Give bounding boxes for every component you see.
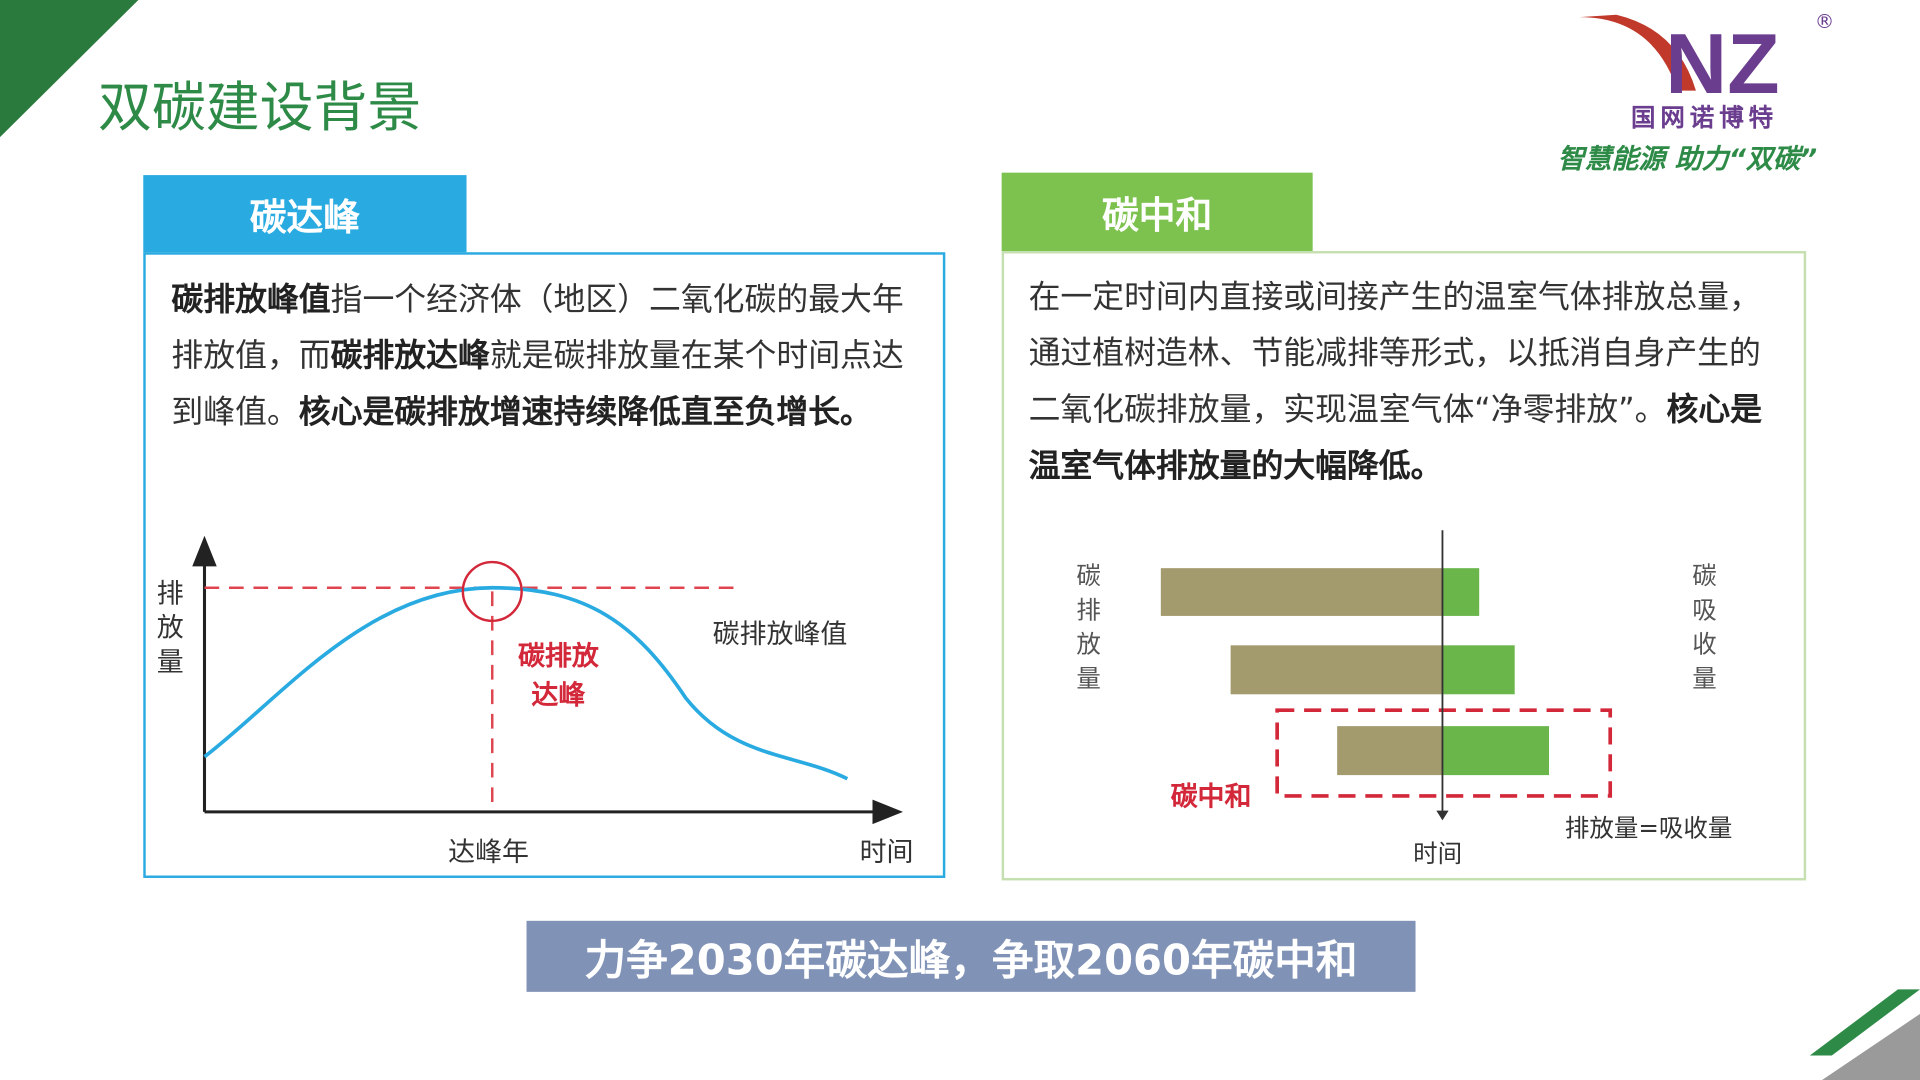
goal-banner: 力争2030年碳达峰，争取2060年碳中和 — [526, 920, 1416, 992]
peak-point-label: 碳排放 达峰 — [517, 641, 599, 712]
neutral-header: 碳中和 — [1001, 172, 1313, 252]
logo-company: 国网诺博特 — [1631, 102, 1778, 133]
neutral-chart — [1160, 530, 1613, 821]
neutral-xlabel: 时间 — [1413, 838, 1463, 869]
absorption-label: 碳吸收量 — [1692, 560, 1717, 694]
peak-header: 碳达峰 — [143, 175, 467, 253]
logo-mark: NZ — [1579, 14, 1780, 103]
emission-bar-2 — [1230, 645, 1443, 695]
peak-panel — [143, 252, 946, 878]
svg-text:NZ: NZ — [1665, 16, 1779, 103]
peak-value-label: 碳排放峰值 — [712, 619, 848, 651]
emission-bar-1 — [1160, 568, 1443, 616]
neutral-description: 在一定时间内直接或间接产生的温室气体排放总量，通过植树造林、节能减排等形式，以抵… — [1028, 279, 1763, 485]
absorption-bar-3 — [1442, 726, 1549, 776]
neutral-label: 碳中和 — [1170, 782, 1252, 814]
peak-description: 碳排放峰值指一个经济体（地区）二氧化碳的最大年排放值，而碳排放达峰就是碳排放量在… — [171, 281, 904, 432]
absorption-bar-1 — [1442, 568, 1480, 616]
peak-year-label: 达峰年 — [448, 837, 530, 869]
neutral-highlight — [1275, 708, 1613, 798]
peak-ylabel: 排放量 — [156, 579, 184, 679]
absorption-bar-2 — [1442, 645, 1515, 695]
emission-label: 碳排放量 — [1076, 560, 1101, 694]
emission-curve — [203, 585, 849, 781]
logo: NZ ® 国网诺博特 智慧能源 助力“双碳” — [1555, 5, 1910, 175]
peak-xlabel: 时间 — [859, 837, 914, 869]
corner-decoration-bottom — [1809, 989, 1920, 1080]
page-title: 双碳建设背景 — [97, 77, 422, 140]
neutral-panel — [1001, 251, 1807, 881]
peak-circle — [461, 560, 523, 623]
corner-decoration — [0, 0, 139, 138]
equal-label: 排放量=吸收量 — [1564, 813, 1733, 843]
peak-chart — [192, 535, 904, 825]
logo-slogan: 智慧能源 助力“双碳” — [1557, 144, 1818, 176]
emission-bar-3 — [1337, 726, 1443, 776]
